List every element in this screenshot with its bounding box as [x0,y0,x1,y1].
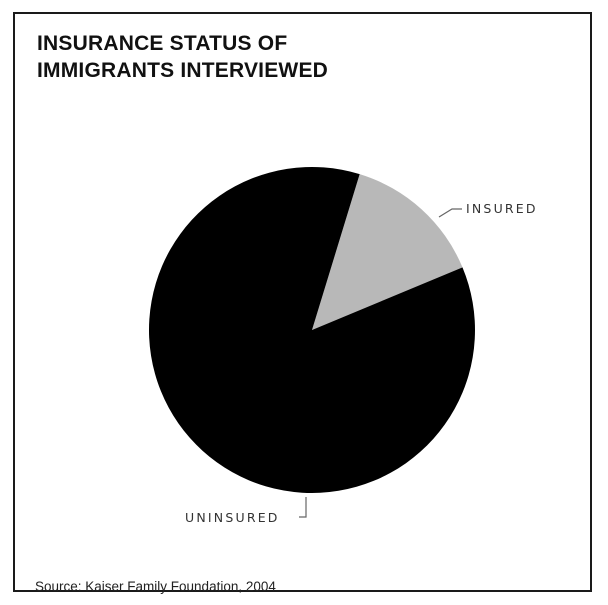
chart-title-line-2: IMMIGRANTS INTERVIEWED [37,59,329,82]
uninsured-label: UNINSURED [185,510,280,525]
pie-slice-uninsured [148,166,475,493]
pie-slice-insured [312,174,463,330]
chart-frame: INSURANCE STATUS OF IMMIGRANTS INTERVIEW… [13,12,592,594]
pie-chart: INSURED UNINSURED [148,166,538,525]
pie-slices [148,166,475,493]
insured-leader-line [438,208,462,218]
chart-title-line-1: INSURANCE STATUS OF [37,32,288,55]
source-note: Source: Kaiser Family Foundation, 2004 [35,579,276,594]
chart-title: INSURANCE STATUS OF IMMIGRANTS INTERVIEW… [37,30,328,84]
uninsured-leader-line [299,497,307,518]
insured-label: INSURED [466,201,538,216]
